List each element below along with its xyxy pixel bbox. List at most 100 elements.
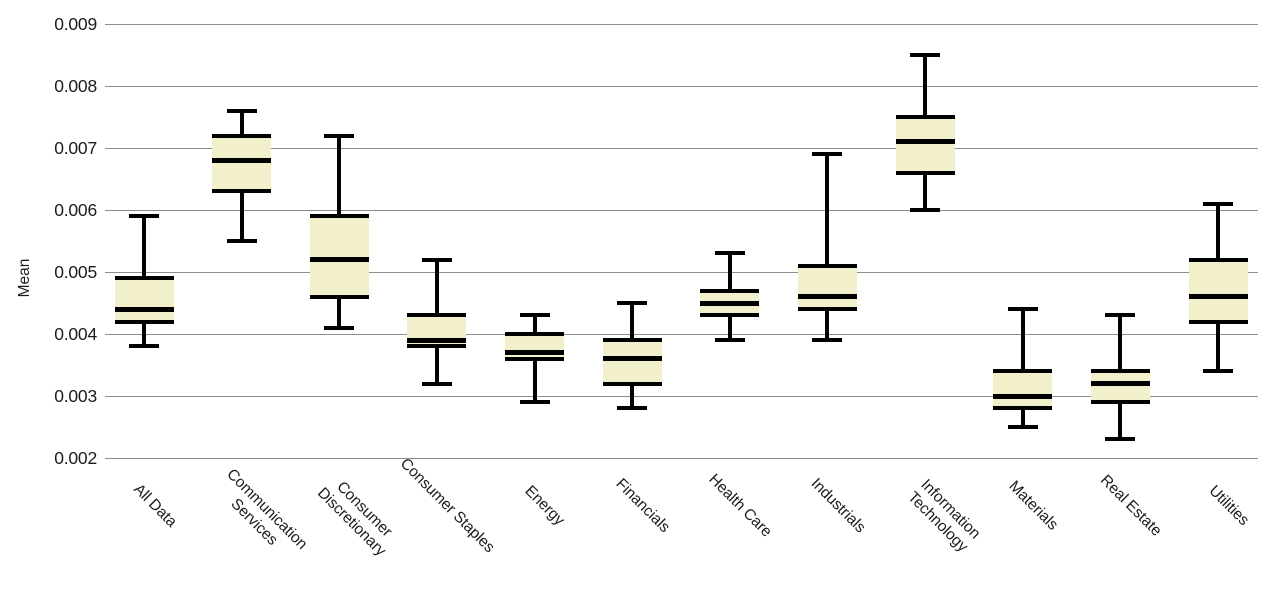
y-tick-label: 0.009 <box>54 14 97 34</box>
whisker-cap-max <box>1007 307 1038 312</box>
box-q3-line <box>797 263 857 268</box>
whisker-cap-min <box>714 338 745 343</box>
y-tick-label: 0.007 <box>54 138 97 158</box>
box-q1-line <box>309 294 369 299</box>
box-median-line <box>602 356 662 362</box>
x-tick-label: Financials <box>612 475 673 536</box>
box-median-line <box>505 350 565 356</box>
box-q1-line <box>212 189 272 194</box>
box-q1-line <box>1090 400 1150 405</box>
whisker-cap-max <box>519 313 550 318</box>
box-q1-line <box>797 307 857 312</box>
box-median-line <box>993 393 1053 399</box>
box-median-line <box>114 306 174 312</box>
box-q1-line <box>1188 319 1248 324</box>
whisker-cap-min <box>226 239 257 243</box>
box-q3-line <box>700 288 760 293</box>
whisker-cap-max <box>617 301 648 305</box>
whisker-stem <box>825 154 830 341</box>
box-q1-line <box>700 313 760 318</box>
gridline <box>105 271 1258 273</box>
gridline <box>105 85 1258 87</box>
whisker-cap-max <box>129 214 159 219</box>
box-iqr <box>993 371 1053 409</box>
box-iqr <box>114 278 174 322</box>
y-tick-label: 0.003 <box>54 386 97 406</box>
whisker-cap-min <box>617 406 648 411</box>
x-tick-label: Energy <box>521 482 568 529</box>
x-tick-label: Industrials <box>807 474 869 537</box>
box-q3-line <box>1188 257 1248 262</box>
box-q3-line <box>602 338 662 343</box>
whisker-cap-min <box>1007 425 1038 429</box>
whisker-cap-min <box>1203 369 1234 374</box>
box-iqr <box>1090 371 1150 403</box>
x-tick-label: Information Technology <box>904 476 984 556</box>
box-q1-line <box>602 381 662 386</box>
whisker-cap-min <box>129 344 159 349</box>
x-tick-label: Consumer Discretionary <box>314 478 396 560</box>
box-q3-line <box>1090 369 1150 374</box>
whisker-cap-min <box>812 338 843 343</box>
box-q3-line <box>505 332 565 336</box>
box-q1-line <box>505 356 565 361</box>
box-q1-line <box>114 319 174 324</box>
box-median-line <box>212 157 272 163</box>
whisker-cap-min <box>519 400 550 405</box>
whisker-cap-min <box>1105 437 1136 442</box>
y-tick-label: 0.005 <box>54 262 97 282</box>
y-tick-label: 0.008 <box>54 76 97 96</box>
box-median-line <box>700 300 760 306</box>
box-q3-line <box>309 214 369 219</box>
box-q1-line <box>407 344 467 349</box>
whisker-cap-max <box>714 251 745 256</box>
x-tick-label: Materials <box>1005 477 1062 534</box>
whisker-cap-max <box>226 108 257 113</box>
whisker-cap-max <box>1203 201 1234 206</box>
x-tick-label: Communication Services <box>223 465 311 553</box>
gridline <box>105 457 1258 459</box>
y-tick-label: 0.006 <box>54 200 97 220</box>
box-q1-line <box>895 170 955 175</box>
x-tick-label: Consumer Staples <box>396 455 498 557</box>
x-tick-label: Utilities <box>1205 482 1252 529</box>
whisker-cap-max <box>812 152 843 157</box>
gridline <box>105 23 1258 25</box>
whisker-cap-max <box>421 257 452 262</box>
x-tick-label: Health Care <box>705 470 775 541</box>
box-q3-line <box>993 369 1053 374</box>
box-q3-line <box>407 313 467 318</box>
gridline <box>105 333 1258 335</box>
whisker-cap-max <box>910 53 941 57</box>
box-q3-line <box>895 115 955 119</box>
box-iqr <box>309 216 369 297</box>
whisker-cap-max <box>324 133 355 138</box>
box-q3-line <box>114 276 174 281</box>
box-q3-line <box>212 133 272 138</box>
gridline <box>105 395 1258 397</box>
y-tick-label: 0.004 <box>54 324 97 344</box>
whisker-stem <box>1020 309 1025 427</box>
box-median-line <box>1188 294 1248 300</box>
box-iqr <box>1188 259 1248 322</box>
box-median-line <box>407 337 467 343</box>
box-iqr <box>602 340 662 384</box>
y-tick-label: 0.002 <box>54 448 97 468</box>
box-median-line <box>309 257 369 263</box>
box-q1-line <box>993 406 1053 411</box>
box-iqr <box>212 135 272 192</box>
whisker-cap-min <box>910 208 941 212</box>
box-iqr <box>797 265 857 310</box>
whisker-cap-max <box>1105 313 1136 318</box>
box-median-line <box>895 139 955 145</box>
whisker-cap-min <box>324 325 355 330</box>
x-tick-label: All Data <box>129 480 180 531</box>
whisker-cap-min <box>421 381 452 386</box>
x-tick-label: Real Estate <box>1096 471 1165 540</box>
gridline <box>105 147 1258 149</box>
box-median-line <box>1090 381 1150 387</box>
box-median-line <box>797 294 857 300</box>
box-iqr <box>895 117 955 173</box>
gridline <box>105 209 1258 211</box>
